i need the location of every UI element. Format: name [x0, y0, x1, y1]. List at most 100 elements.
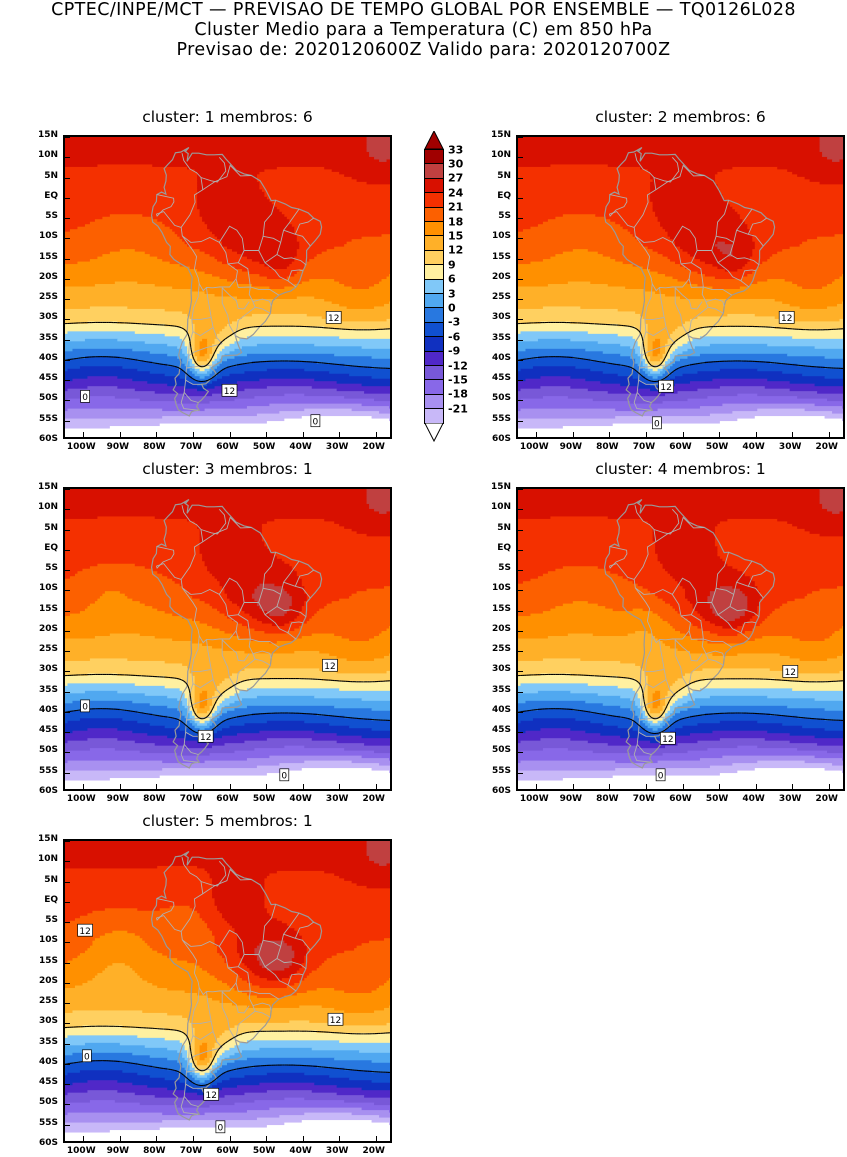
colorbar-tick-label: 9 — [448, 258, 456, 272]
y-axis-tick-label: 35S — [38, 1036, 58, 1047]
x-axis-tick-mark — [119, 432, 121, 437]
x-axis-tick-mark — [119, 784, 121, 789]
y-axis-tick-mark — [518, 339, 523, 341]
map-plot-cluster-3[interactable]: 12 12 0 0 — [63, 487, 392, 791]
x-axis-tick-mark — [119, 1136, 121, 1141]
y-axis-tick-label: 30S — [38, 1016, 58, 1027]
y-axis-tick-label: 5N — [497, 522, 511, 533]
y-axis-tick-mark — [518, 772, 523, 774]
x-axis-tick-mark — [156, 432, 158, 437]
x-axis-tick-label: 60W — [669, 794, 692, 804]
x-axis-tick-mark — [828, 432, 830, 437]
y-axis-tick-label: EQ — [44, 894, 58, 905]
y-axis-tick-label: 5N — [44, 522, 58, 533]
y-axis-tick-mark — [65, 752, 70, 754]
x-axis-tick-label: 80W — [143, 1146, 166, 1156]
y-axis-tick-label: 5N — [497, 170, 511, 181]
x-axis-tick-mark — [339, 432, 341, 437]
y-axis-tick-mark — [518, 711, 523, 713]
y-axis-tick-mark — [518, 197, 523, 199]
colorbar-swatch — [424, 365, 444, 381]
x-axis-tick-mark — [375, 1136, 377, 1141]
y-axis-tick-mark — [518, 218, 523, 220]
x-axis-tick-mark — [719, 784, 721, 789]
x-axis-tick-label: 40W — [742, 442, 765, 452]
x-axis-tick-label: 80W — [143, 442, 166, 452]
y-axis-tick-label: 35S — [38, 332, 58, 343]
y-axis-tick-label: 30S — [38, 312, 58, 323]
y-axis-tick-mark — [65, 1043, 70, 1045]
y-axis-tick-mark — [518, 299, 523, 301]
y-axis-tick-label: 5N — [44, 170, 58, 181]
y-axis-tick-mark — [65, 339, 70, 341]
cluster-panel-2: cluster: 2 membros: 6 15N 10N 5N EQ 5S 10S 15S 2… — [483, 108, 847, 453]
x-axis-tick-mark — [266, 1136, 268, 1141]
x-axis-tick-label: 50W — [705, 794, 729, 804]
x-axis-tick-label: 20W — [362, 794, 385, 804]
y-axis-tick-label: 15S — [38, 251, 58, 262]
map-plot-cluster-5[interactable]: 12 12 0 0 12 — [63, 839, 392, 1143]
y-axis-tick-mark — [518, 651, 523, 653]
cluster-panel-4: cluster: 4 membros: 1 15N 10N 5N EQ 5S 10S 15S 2… — [483, 460, 847, 805]
y-axis-tick-label: 60S — [491, 786, 511, 796]
colorbar-tick-label: 0 — [448, 301, 456, 315]
y-axis-tick-label: 25S — [38, 996, 58, 1007]
y-axis-tick-label: 40S — [491, 704, 511, 715]
x-axis-tick-label: 80W — [596, 442, 619, 452]
y-axis-tick-label: 45S — [38, 373, 58, 384]
y-axis-tick-mark — [65, 157, 70, 159]
x-axis-tick-label: 50W — [252, 442, 276, 452]
y-axis-tick-label: 40S — [38, 704, 58, 715]
svg-text:0: 0 — [82, 393, 88, 403]
x-axis-tick-mark — [339, 784, 341, 789]
svg-text:0: 0 — [658, 771, 664, 781]
colorbar-swatch — [424, 408, 444, 424]
map-plot-cluster-2[interactable]: 12 12 0 — [516, 135, 845, 439]
x-axis-tick-mark — [682, 432, 684, 437]
svg-text:0: 0 — [82, 703, 88, 713]
y-axis-tick-label: EQ — [44, 190, 58, 201]
x-axis-tick-mark — [645, 784, 647, 789]
x-axis-tick-label: 100W — [519, 794, 549, 804]
colorbar-swatch — [424, 192, 444, 208]
x-axis-tick-label: 40W — [289, 442, 312, 452]
y-axis-tick-mark — [65, 1124, 70, 1126]
colorbar: 33 30 27 24 21 18 15 12 9 6 3 0 -3 -6 -9 -12 -15 -18 -21 — [424, 131, 480, 443]
map-plot-cluster-1[interactable]: 12 12 0 0 — [63, 135, 392, 439]
y-axis-tick-mark — [518, 671, 523, 673]
colorbar-tick-label: 6 — [448, 272, 456, 286]
colorbar-swatch — [424, 177, 444, 194]
y-axis-tick-label: 25S — [491, 292, 511, 303]
colorbar-tick-label: 21 — [448, 200, 464, 214]
colorbar-tick-label: 33 — [448, 143, 464, 156]
y-axis-tick-label: 10S — [491, 231, 511, 242]
colorbar-tick-label: -9 — [448, 344, 461, 358]
y-axis-tick-mark — [65, 651, 70, 653]
x-axis-tick-label: 40W — [289, 794, 312, 804]
x-axis-tick-mark — [83, 432, 85, 437]
colorbar-swatch — [424, 221, 444, 237]
y-axis-tick-mark — [518, 570, 523, 572]
y-axis-tick-label: 40S — [491, 352, 511, 363]
x-axis-tick-mark — [192, 784, 194, 789]
x-axis-tick-label: 60W — [216, 1146, 239, 1156]
x-axis-tick-label: 20W — [815, 442, 838, 452]
y-axis-tick-mark — [65, 218, 70, 220]
y-axis-tick-mark — [518, 400, 523, 402]
y-axis-tick-mark — [65, 861, 70, 863]
y-axis-tick-label: 60S — [38, 434, 58, 444]
x-axis-tick-label: 30W — [325, 1146, 349, 1156]
colorbar-swatch — [424, 264, 444, 280]
x-axis-tick-mark — [302, 784, 304, 789]
x-axis-tick-label: 50W — [705, 442, 729, 452]
x-axis-tick-mark — [192, 1136, 194, 1141]
y-axis-tick-mark — [65, 590, 70, 592]
x-axis-tick-label: 20W — [362, 442, 385, 452]
map-plot-cluster-4[interactable]: 12 12 0 — [516, 487, 845, 791]
panel-title-cluster-2: cluster: 2 membros: 6 — [595, 108, 766, 126]
colorbar-swatch — [424, 393, 444, 410]
y-axis-tick-label: 50S — [491, 745, 511, 756]
x-axis-tick-mark — [192, 432, 194, 437]
y-axis-tick-label: 10N — [490, 150, 511, 161]
y-axis-tick-label: 55S — [38, 413, 58, 424]
